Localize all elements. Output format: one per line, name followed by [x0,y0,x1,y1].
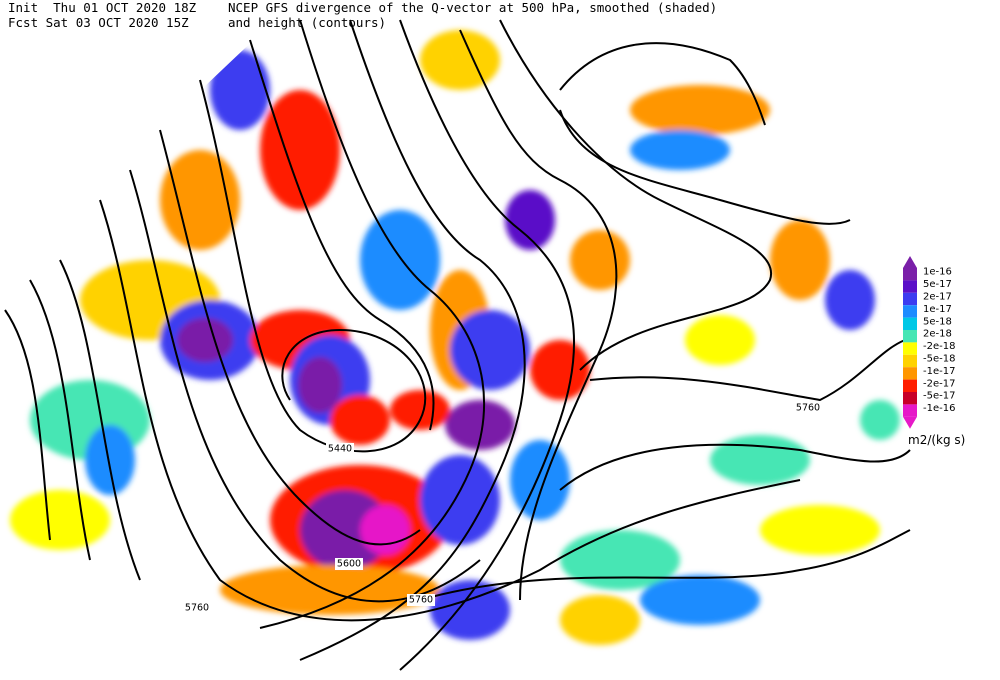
contour [99,199,801,622]
contour [299,19,526,661]
contour-label: 5760 [796,403,820,414]
legend-swatch [903,268,917,281]
legend-swatch [903,392,917,405]
legend-label: -2e-18 [923,341,955,352]
map-title: NCEP GFS divergence of the Q-vector at 5… [228,0,718,15]
legend-swatch [903,305,917,318]
contour [559,109,851,225]
init-time: Init Thu 01 OCT 2020 18Z [8,0,197,15]
contour [559,42,766,126]
legend-arrow-bottom [903,416,917,429]
contour [559,443,911,491]
contour-label-bg [183,602,211,614]
shaded-field [10,30,900,645]
contour [59,259,141,581]
legend-swatch [903,342,917,355]
contour [159,129,421,546]
legend-swatch [903,317,917,330]
contour [499,19,773,371]
legend-label: 5e-17 [923,279,952,290]
contour-label: 5760 [409,595,433,606]
contour-label-bg [335,558,363,570]
legend-label: 5e-18 [923,316,952,327]
contour-labels: 5440 5600 5760 5760 5760 [183,402,822,614]
contour-label-bg [407,594,435,606]
legend-label: 1e-16 [923,267,952,278]
contour [199,79,427,453]
contour [419,529,911,601]
legend-label: -5e-17 [923,391,955,402]
height-contours [4,19,911,671]
contour-label: 5600 [337,559,361,570]
contour [459,29,618,601]
legend-label: -5e-18 [923,354,955,365]
legend-swatch [903,330,917,343]
legend-unit: m2/(kg s) [908,433,965,447]
contour [249,39,435,431]
map-subtitle: and height (contours) [228,15,387,30]
contour [29,279,91,561]
contour [399,19,576,671]
legend-swatch [903,367,917,380]
legend-swatch [903,354,917,368]
contour [589,339,906,402]
contour-label-bg [794,402,822,414]
legend-label: 2e-18 [923,329,952,340]
legend-label: 1e-17 [923,304,952,315]
contour-label: 5440 [328,444,352,455]
contour [4,309,51,541]
contour [259,19,486,629]
legend-swatch [903,280,917,293]
contour-label-bg [326,443,354,455]
legend-label: -1e-16 [923,403,955,414]
legend-label: -1e-17 [923,366,955,377]
forecast-time: Fcst Sat 03 OCT 2020 15Z [8,15,189,30]
legend-label: -2e-17 [923,378,955,389]
contour-label: 5760 [185,603,209,614]
legend-arrow-top [903,256,917,268]
legend-swatch [903,404,917,417]
legend-label: 2e-17 [923,292,952,303]
legend-swatch [903,379,917,392]
legend-swatch [903,292,917,306]
